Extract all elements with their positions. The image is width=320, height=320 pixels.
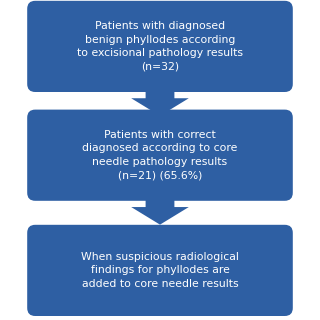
FancyBboxPatch shape — [27, 225, 293, 316]
Polygon shape — [131, 84, 189, 116]
Polygon shape — [131, 193, 189, 225]
Text: When suspicious radiological
findings for phyllodes are
added to core needle res: When suspicious radiological findings fo… — [81, 252, 239, 289]
FancyBboxPatch shape — [27, 1, 293, 92]
Text: Patients with correct
diagnosed according to core
needle pathology results
(n=21: Patients with correct diagnosed accordin… — [82, 130, 238, 180]
FancyBboxPatch shape — [27, 109, 293, 201]
Text: Patients with diagnosed
benign phyllodes according
to excisional pathology resul: Patients with diagnosed benign phyllodes… — [77, 21, 243, 72]
